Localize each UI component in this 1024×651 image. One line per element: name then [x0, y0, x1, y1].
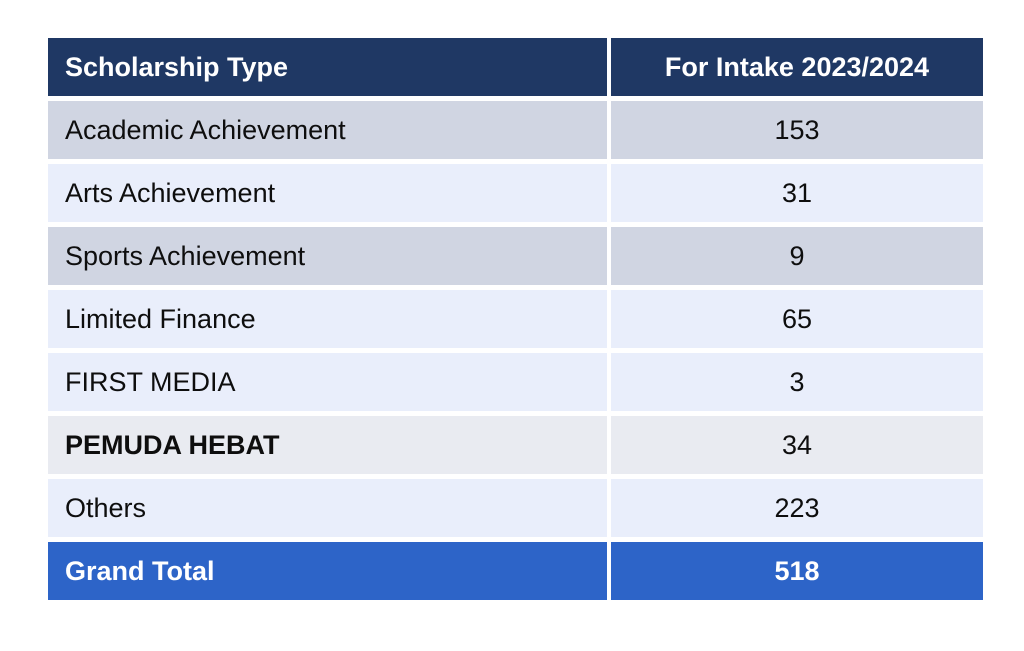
row-value-cell: 31: [611, 164, 983, 222]
row-label-cell: Limited Finance: [48, 290, 607, 348]
row-value-cell: 223: [611, 479, 983, 537]
table-row: Sports Achievement 9: [48, 227, 983, 285]
row-label-cell: PEMUDA HEBAT: [48, 416, 607, 474]
header-row: Scholarship Type For Intake 2023/2024: [48, 38, 983, 96]
table-row: Limited Finance 65: [48, 290, 983, 348]
row-label-cell: Academic Achievement: [48, 101, 607, 159]
row-value-cell: 34: [611, 416, 983, 474]
row-label-cell: Others: [48, 479, 607, 537]
row-label-cell: FIRST MEDIA: [48, 353, 607, 411]
row-value-cell: 153: [611, 101, 983, 159]
table-row: Academic Achievement 153: [48, 101, 983, 159]
row-label-cell: Arts Achievement: [48, 164, 607, 222]
grand-total-label-cell: Grand Total: [48, 542, 607, 600]
row-value-cell: 65: [611, 290, 983, 348]
grand-total-row: Grand Total 518: [48, 542, 983, 600]
column-header-intake: For Intake 2023/2024: [611, 38, 983, 96]
grand-total-value-cell: 518: [611, 542, 983, 600]
row-value-cell: 9: [611, 227, 983, 285]
table-row: Arts Achievement 31: [48, 164, 983, 222]
column-header-scholarship-type: Scholarship Type: [48, 38, 607, 96]
row-label-cell: Sports Achievement: [48, 227, 607, 285]
row-value-cell: 3: [611, 353, 983, 411]
table-row: FIRST MEDIA 3: [48, 353, 983, 411]
table-row: PEMUDA HEBAT 34: [48, 416, 983, 474]
table-row: Others 223: [48, 479, 983, 537]
scholarship-table: Scholarship Type For Intake 2023/2024 Ac…: [48, 38, 983, 605]
